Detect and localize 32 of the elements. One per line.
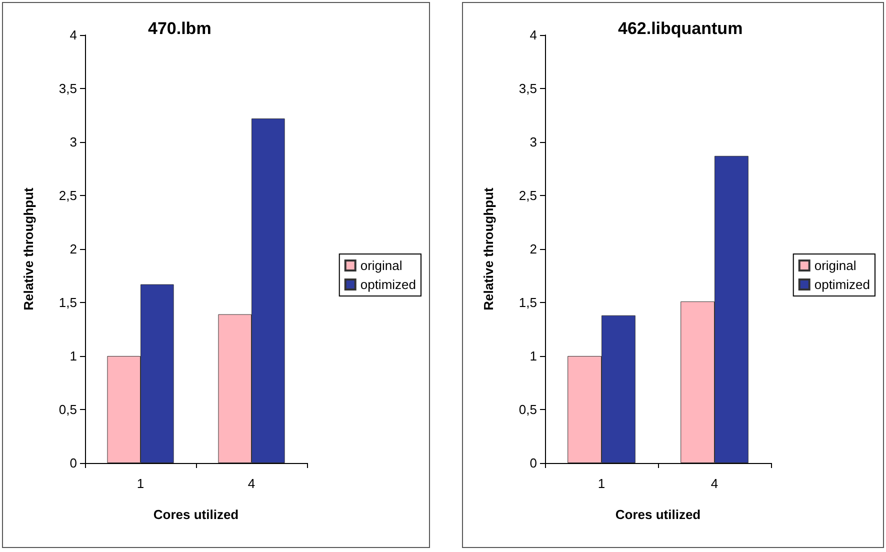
legend-label: original [360,258,402,273]
chart-title: 462.libquantum [618,19,743,38]
y-tick-label: 2,5 [518,188,537,203]
y-axis-title: Relative throughput [21,186,36,310]
x-tick-label: 1 [136,476,144,491]
y-tick-label: 4 [530,28,537,42]
y-tick-label: 0 [70,456,77,470]
y-axis-title: Relative throughput [481,186,496,310]
y-tick-label: 1,5 [58,295,77,310]
y-tick-label: 1,5 [518,295,537,310]
x-tick-label: 4 [248,476,256,491]
y-tick-label: 1 [530,348,537,364]
chart-title: 470.lbm [148,19,212,38]
y-tick-label: 2 [70,242,77,256]
y-tick-label: 2 [530,242,537,256]
legend-label: optimized [814,277,870,292]
y-tick-label: 4 [70,28,77,42]
y-tick-label: 3 [70,134,77,150]
y-tick-label: 3,5 [518,81,537,96]
x-tick-label: 4 [710,476,718,491]
x-axis-title: Cores utilized [153,507,239,522]
y-tick-label: 3,5 [58,81,77,96]
legend-label: original [814,258,856,273]
legend-label: optimized [360,277,416,292]
y-tick-label: 0,5 [518,402,537,417]
y-tick-label: 2,5 [58,188,77,203]
x-axis-title: Cores utilized [615,507,701,522]
y-tick-label: 3 [530,134,537,150]
x-tick-label: 1 [598,476,606,491]
y-tick-label: 0,5 [58,402,77,417]
y-tick-label: 0 [530,456,537,470]
y-tick-label: 1 [70,348,77,364]
